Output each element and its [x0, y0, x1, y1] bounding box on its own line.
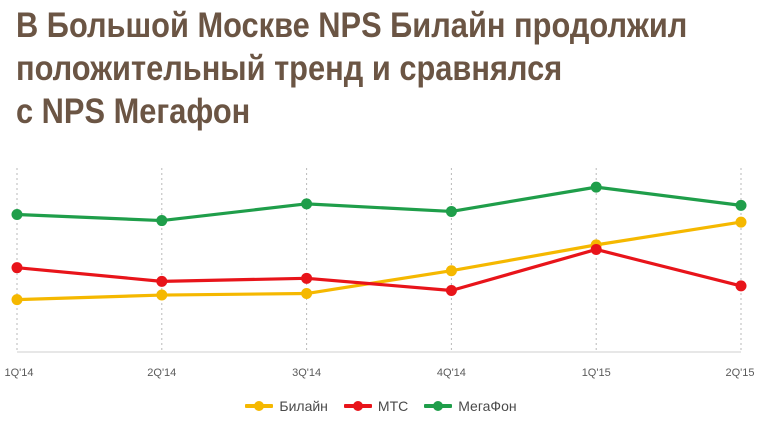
data-point — [301, 288, 313, 300]
legend-swatch-icon — [245, 399, 274, 413]
data-point — [735, 216, 747, 228]
data-point — [590, 181, 602, 193]
x-tick-label: 1Q'15 — [582, 367, 611, 379]
title-line-3: с NPS Мегафон — [16, 92, 251, 131]
data-point — [445, 205, 457, 217]
data-point — [735, 280, 747, 292]
data-point — [445, 284, 457, 296]
title-line-2: положительный тренд и сравнялся — [16, 49, 563, 88]
x-tick-label: 1Q'14 — [4, 367, 33, 379]
series-line-3 — [15, 185, 743, 223]
data-point — [156, 215, 168, 227]
x-tick-label: 2Q'14 — [147, 367, 176, 379]
chart-legend: Билайн МТС МегаФон — [0, 398, 762, 414]
x-tick-label: 4Q'14 — [437, 367, 466, 379]
legend-item: МТС — [343, 398, 409, 414]
data-point — [11, 208, 23, 220]
legend-swatch-icon — [424, 399, 453, 413]
data-point — [301, 272, 313, 284]
legend-swatch-icon — [343, 399, 372, 413]
series-line-2 — [15, 247, 743, 293]
data-point — [301, 198, 313, 210]
legend-item: МегаФон — [424, 398, 517, 414]
data-point — [11, 294, 23, 306]
data-point — [11, 262, 23, 274]
legend-item: Билайн — [245, 398, 328, 414]
title-line-1: В Большой Москве NPS Билайн продолжил — [16, 6, 688, 45]
data-point — [590, 243, 602, 255]
slide-title: В Большой Москве NPS Билайн продолжил по… — [16, 4, 688, 133]
data-point — [156, 275, 168, 287]
x-tick-label: 2Q'15 — [725, 367, 754, 379]
data-point — [735, 199, 747, 211]
x-tick-label: 3Q'14 — [292, 367, 321, 379]
data-point — [445, 265, 457, 277]
legend-label: МТС — [377, 398, 409, 414]
legend-label: Билайн — [279, 398, 328, 414]
legend-label: МегаФон — [458, 398, 517, 414]
series-line-1 — [15, 220, 743, 302]
data-point — [156, 289, 168, 301]
